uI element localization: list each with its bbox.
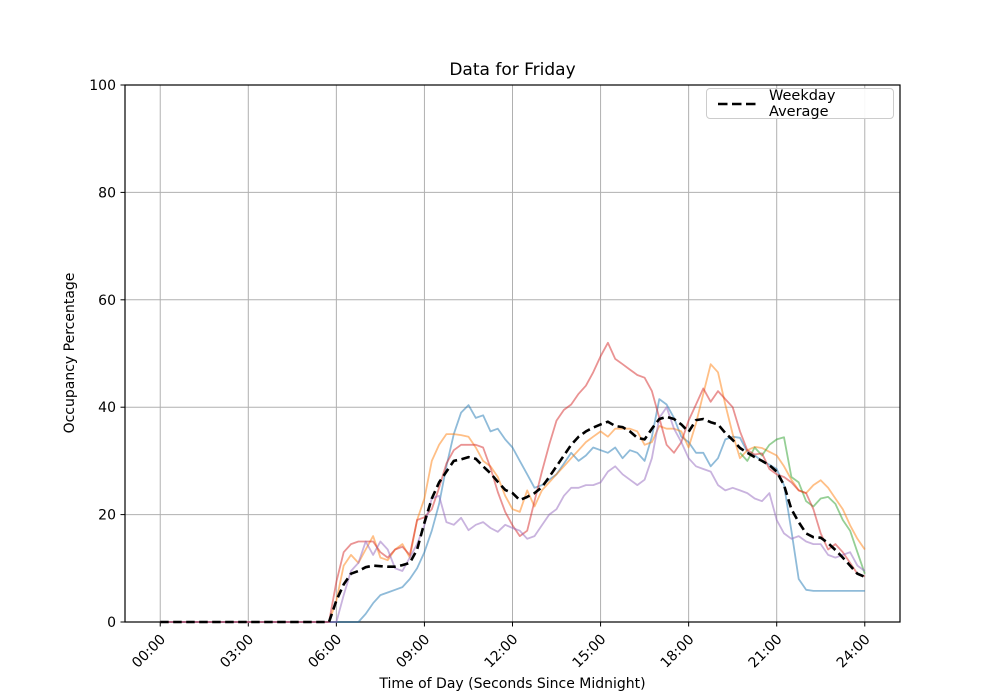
x-tick-label: 00:00	[129, 632, 169, 672]
x-tick-label: 12:00	[481, 632, 521, 672]
x-tick-label: 24:00	[834, 632, 874, 672]
chart-title: Data for Friday	[449, 60, 576, 80]
legend-label: Weekday Average	[769, 87, 836, 120]
x-tick-label: 18:00	[658, 632, 698, 672]
x-tick-label: 09:00	[393, 632, 433, 672]
y-tick-label: 60	[98, 293, 116, 309]
series-line-weekday-average	[160, 415, 866, 624]
y-tick-label: 0	[107, 615, 116, 631]
x-tick-label: 21:00	[746, 632, 786, 672]
y-tick-label: 20	[98, 508, 116, 524]
y-axis-label: Occupancy Percentage	[62, 272, 78, 434]
y-tick-label: 80	[98, 185, 116, 201]
legend: Weekday Average	[706, 87, 894, 120]
x-axis-label: Time of Day (Seconds Since Midnight)	[379, 676, 646, 692]
y-tick-label: 40	[98, 400, 116, 416]
x-tick-label: 15:00	[570, 632, 610, 672]
x-tick-label: 03:00	[217, 632, 257, 672]
x-tick-label: 06:00	[305, 632, 345, 672]
y-tick-label: 100	[89, 78, 116, 94]
legend-line-sample	[718, 102, 758, 105]
